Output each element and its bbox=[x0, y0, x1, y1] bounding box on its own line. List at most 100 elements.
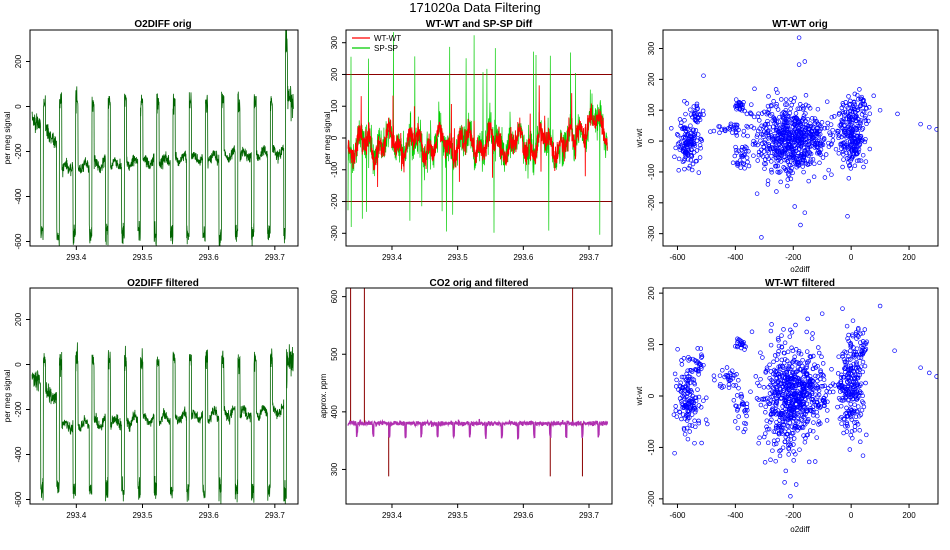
scatter-point bbox=[841, 397, 847, 403]
scatter-point bbox=[720, 368, 725, 373]
scatter-point bbox=[815, 150, 820, 156]
scatter-point bbox=[744, 111, 750, 117]
scatter-point bbox=[766, 132, 771, 138]
scatter-point bbox=[690, 407, 696, 412]
axes: 293.4 293.5 293.6 293.7 300 400 500 600 bbox=[330, 289, 600, 520]
panel-title: O2DIFF filtered bbox=[127, 278, 199, 289]
scatter-point bbox=[782, 120, 787, 126]
scatter-point bbox=[679, 416, 684, 422]
scatter-point bbox=[685, 142, 690, 148]
scatter-point bbox=[848, 367, 853, 372]
scatter-point bbox=[754, 134, 760, 139]
scatter-point bbox=[855, 422, 861, 427]
scatter-point bbox=[855, 107, 861, 112]
scatter-point bbox=[774, 400, 780, 406]
scatter-point bbox=[782, 398, 788, 404]
scatter-point bbox=[687, 377, 692, 382]
scatter-point bbox=[857, 383, 863, 388]
scatter-point bbox=[677, 410, 683, 415]
scatter-point bbox=[801, 374, 806, 380]
scatter-point bbox=[684, 425, 690, 431]
scatter-point bbox=[814, 399, 820, 405]
plot-frame bbox=[662, 29, 939, 247]
scatter-point bbox=[783, 102, 788, 107]
scatter-point bbox=[675, 141, 681, 147]
scatter-point bbox=[801, 154, 806, 160]
scatter-point bbox=[750, 142, 756, 147]
scatter-point bbox=[853, 118, 859, 123]
scatter-point bbox=[751, 153, 756, 158]
scatter-point bbox=[802, 439, 808, 445]
scatter-point bbox=[853, 393, 859, 399]
x-tick-label: 293.4 bbox=[382, 253, 403, 262]
scatter-point bbox=[760, 355, 765, 360]
scatter-point bbox=[739, 147, 744, 153]
scatter-point bbox=[739, 341, 745, 346]
y-tick-label: -600 bbox=[14, 491, 23, 508]
series-line-co2-filtered bbox=[347, 418, 609, 440]
scatter-point bbox=[781, 381, 786, 387]
scatter-point bbox=[787, 132, 792, 137]
scatter-point bbox=[858, 103, 863, 108]
scatter-point bbox=[740, 106, 745, 111]
scatter-point bbox=[682, 431, 688, 437]
y-tick-label: 200 bbox=[330, 67, 339, 81]
scatter-point bbox=[806, 103, 811, 109]
y-tick-label: 300 bbox=[330, 35, 339, 49]
scatter-point bbox=[818, 368, 823, 373]
scatter-point bbox=[855, 97, 861, 102]
scatter-point bbox=[678, 389, 684, 394]
scatter-point bbox=[767, 362, 772, 368]
scatter-point bbox=[704, 395, 709, 401]
scatter-point bbox=[734, 125, 740, 130]
scatter-point bbox=[672, 154, 677, 160]
scatter-point bbox=[808, 131, 814, 136]
scatter-point bbox=[674, 377, 679, 383]
scatter-point bbox=[843, 100, 848, 105]
scatter-point bbox=[785, 414, 791, 420]
scatter-point bbox=[774, 375, 779, 380]
y-axis-label: wt-wt bbox=[635, 386, 644, 406]
y-tick-label: 0 bbox=[647, 393, 656, 398]
scatter-point bbox=[849, 372, 855, 377]
scatter-point bbox=[860, 126, 866, 131]
y-tick-label: -200 bbox=[647, 194, 656, 211]
scatter-point bbox=[805, 432, 811, 438]
axes: 293.4 293.5 293.6 293.7 -600 -400 -200 0 200 bbox=[14, 54, 285, 262]
scatter-point bbox=[842, 143, 847, 149]
scatter-point bbox=[785, 115, 790, 120]
x-tick-label: 293.6 bbox=[199, 253, 220, 262]
scatter-point bbox=[690, 393, 695, 399]
scatter-point bbox=[755, 158, 760, 163]
scatter-point bbox=[775, 123, 780, 129]
scatter-point bbox=[722, 126, 727, 132]
scatter-point bbox=[795, 138, 800, 144]
scatter-point bbox=[758, 350, 763, 355]
scatter-point bbox=[838, 379, 844, 384]
scatter-point bbox=[695, 346, 700, 351]
scatter-point bbox=[853, 414, 859, 420]
scatter-point bbox=[857, 367, 862, 372]
scatter-point bbox=[788, 106, 793, 112]
scatter-point bbox=[768, 103, 774, 108]
scatter-point bbox=[788, 144, 793, 150]
scatter-point bbox=[698, 112, 703, 118]
scatter-point bbox=[684, 371, 689, 377]
scatter-point bbox=[749, 102, 754, 107]
scatter-point bbox=[811, 399, 817, 404]
scatter-point bbox=[672, 450, 677, 456]
scatter-point bbox=[693, 159, 698, 164]
scatter-point bbox=[689, 140, 694, 146]
scatter-point bbox=[927, 124, 932, 130]
scatter-point bbox=[757, 118, 762, 123]
scatter-point bbox=[768, 398, 774, 404]
scatter-point bbox=[848, 116, 854, 122]
scatter-point bbox=[807, 136, 813, 142]
scatter-point bbox=[761, 144, 767, 150]
scatter-point bbox=[809, 136, 815, 142]
scatter-point bbox=[780, 378, 785, 384]
scatter-point bbox=[759, 235, 764, 240]
scatter-point bbox=[845, 109, 851, 115]
scatter-point bbox=[786, 145, 791, 150]
y-tick-label: -600 bbox=[14, 233, 23, 250]
